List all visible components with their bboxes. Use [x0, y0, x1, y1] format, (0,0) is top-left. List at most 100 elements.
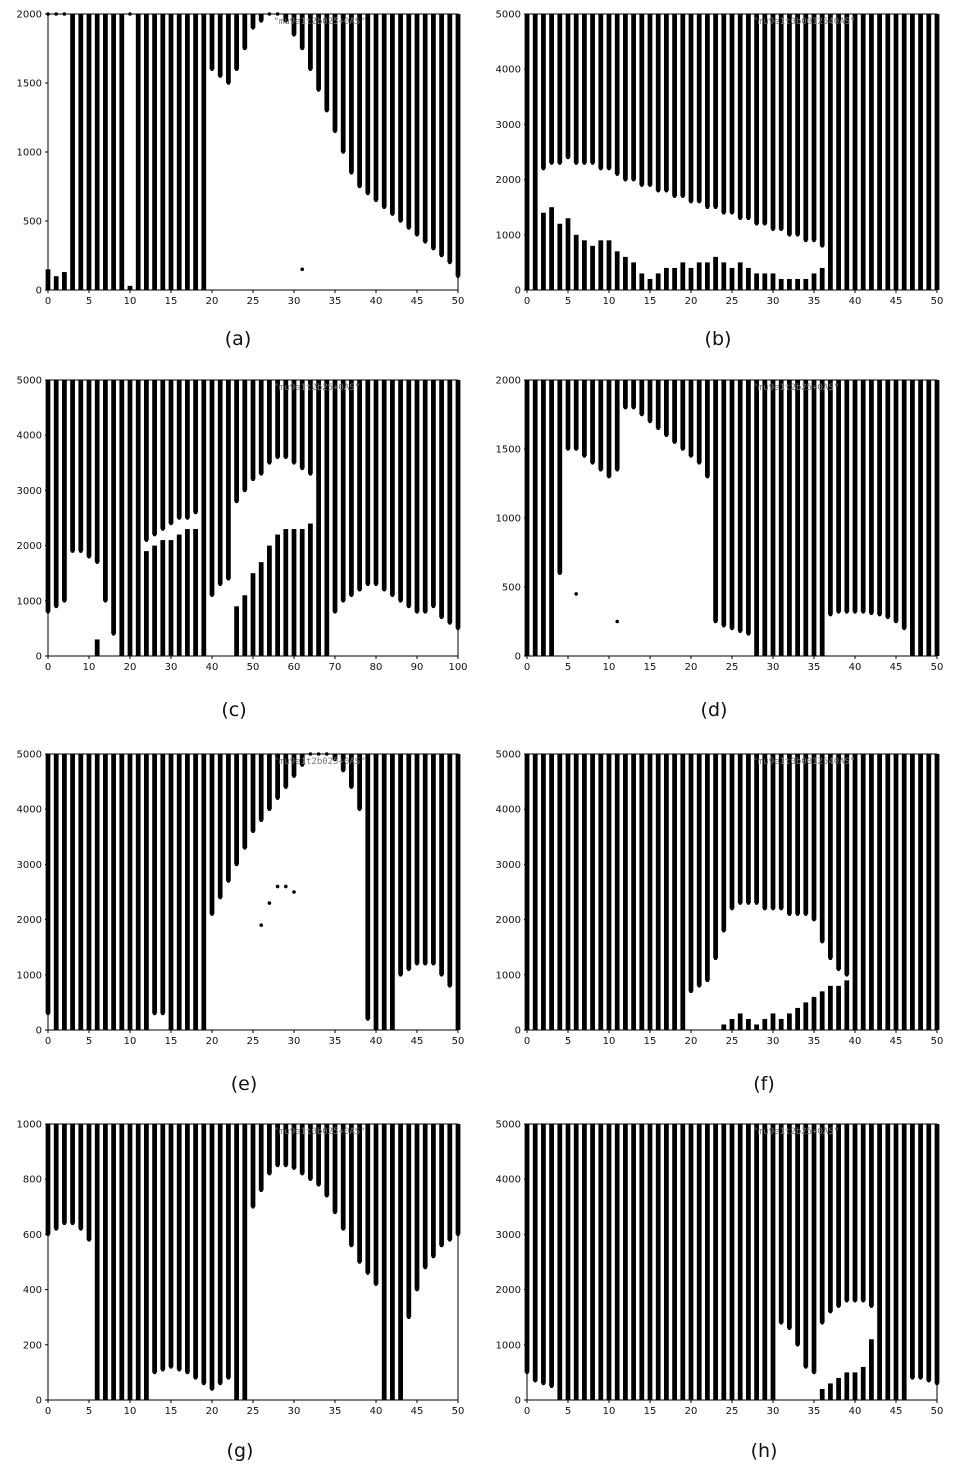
y-tick-label: 2000 — [17, 10, 42, 21]
bar-gap — [688, 991, 694, 1030]
bar-gap — [332, 611, 338, 656]
boundary-point — [366, 1271, 370, 1275]
bar-gap — [548, 1386, 555, 1400]
boundary-point — [218, 582, 222, 587]
bar-gap — [422, 963, 429, 1030]
bar — [705, 14, 710, 290]
chart-c: 0 10 20 30 40 50 60 70 80 90 100010002000300040005… — [17, 376, 468, 674]
bar — [557, 14, 563, 290]
bar — [144, 754, 149, 1030]
bar — [819, 14, 825, 290]
bar — [390, 1124, 395, 1400]
bar — [598, 1124, 604, 1400]
boundary-point — [161, 1367, 165, 1372]
boundary-point — [210, 912, 214, 916]
bar — [631, 754, 636, 1030]
bar-gap — [712, 621, 719, 656]
x-tick-label: 15 — [165, 296, 178, 307]
bar — [217, 1124, 223, 1400]
x-tick-label: 90 — [411, 662, 424, 673]
bar — [549, 14, 554, 290]
x-tick-label: 10 — [124, 1406, 137, 1417]
bar — [803, 380, 809, 656]
boundary-point — [366, 1017, 370, 1021]
bar — [119, 14, 125, 290]
bar-gap — [778, 1322, 785, 1400]
bar-gap — [225, 578, 232, 656]
y-tick-label: 1000 — [17, 596, 42, 607]
x-tick-label: 80 — [370, 662, 383, 673]
boundary-point — [415, 233, 419, 237]
bar-gap — [192, 512, 199, 530]
bar — [422, 1124, 428, 1400]
boundary-point — [722, 623, 726, 628]
x-tick-label: 30 — [767, 1036, 780, 1047]
bar — [549, 1124, 554, 1400]
boundary-point — [763, 221, 767, 226]
bar-gap — [225, 880, 232, 1030]
x-tick-label: 10 — [124, 296, 137, 307]
boundary-point — [284, 19, 288, 23]
bar — [541, 1124, 546, 1400]
boundary-point — [615, 619, 619, 624]
bar — [664, 14, 669, 290]
boundary-point — [259, 19, 264, 23]
bar — [573, 754, 579, 1030]
bar — [242, 1124, 248, 1400]
boundary-point — [820, 244, 824, 248]
bar-gap — [438, 617, 445, 656]
bar — [357, 380, 362, 656]
bar — [680, 754, 686, 1030]
boundary-point — [439, 1243, 444, 1248]
boundary-point — [259, 923, 264, 927]
x-tick-label: 20 — [124, 662, 137, 673]
boundary-point — [349, 1243, 354, 1248]
boundary-point — [259, 818, 264, 823]
boundary-point — [566, 155, 570, 160]
boundary-point — [664, 188, 669, 193]
bar — [606, 754, 612, 1030]
y-tick-label: 2000 — [496, 1285, 521, 1296]
boundary-point — [722, 210, 726, 215]
legend-label: "mu9e1t2b25+0AS" — [753, 383, 840, 393]
bar — [811, 754, 817, 1030]
bar — [721, 754, 727, 1030]
y-tick-label: 4000 — [17, 805, 42, 816]
boundary-point — [738, 216, 742, 221]
boundary-point — [325, 1193, 329, 1198]
bar-gap — [364, 584, 371, 656]
y-tick-label: 3000 — [496, 1230, 521, 1241]
boundary-point — [705, 474, 710, 479]
bar — [614, 754, 620, 1030]
bar-gap — [786, 1328, 793, 1400]
boundary-point — [631, 405, 636, 410]
bar-gap — [233, 864, 240, 1030]
y-tick-label: 800 — [23, 1175, 42, 1186]
bar — [664, 754, 669, 1030]
bar — [746, 1124, 751, 1400]
boundary-point — [845, 1298, 849, 1303]
bar — [86, 380, 92, 656]
bar — [565, 14, 571, 290]
x-tick-label: 10 — [603, 1406, 616, 1417]
legend-label: "mu9e1t0b0012540AS" — [753, 17, 856, 27]
x-tick-label: 25 — [247, 1406, 260, 1417]
bar — [349, 380, 354, 656]
bar-gap — [438, 1245, 445, 1400]
boundary-point — [177, 1367, 181, 1372]
bar — [226, 380, 231, 656]
boundary-point — [549, 1384, 554, 1388]
x-tick-label: 50 — [452, 296, 465, 307]
bar — [705, 754, 710, 1030]
boundary-point — [439, 253, 444, 258]
bar-gap — [414, 234, 420, 290]
boundary-point — [226, 1376, 231, 1380]
bar-gap — [843, 1300, 850, 1373]
boundary-point — [697, 199, 701, 204]
bar — [746, 754, 751, 1030]
bar-gap — [233, 69, 240, 290]
x-tick-label: 35 — [808, 662, 821, 673]
boundary-point — [861, 1298, 865, 1303]
bar-gap — [151, 1013, 158, 1030]
boundary-point — [713, 205, 718, 209]
